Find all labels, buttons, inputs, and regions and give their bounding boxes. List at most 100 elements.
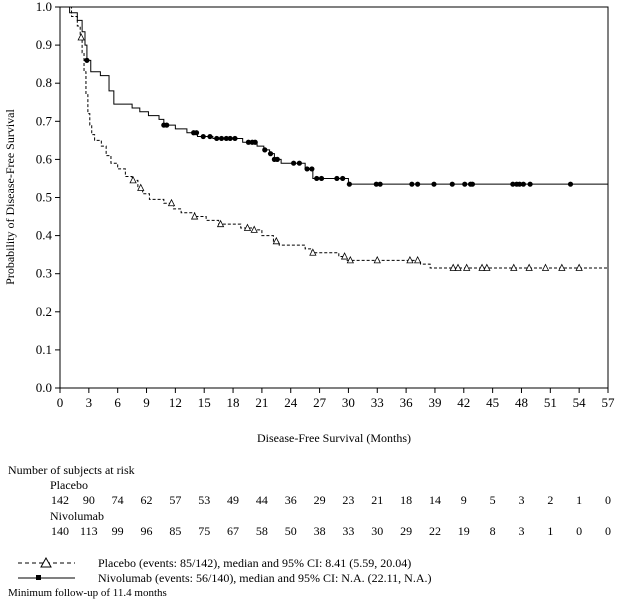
x-tick-label: 24 <box>284 395 298 410</box>
x-axis-title: Disease-Free Survival (Months) <box>257 431 411 445</box>
legend-placebo-label: Placebo (events: 85/142), median and 95%… <box>98 556 411 570</box>
placebo-censor-mark <box>190 212 199 220</box>
risk-count: 3 <box>518 493 524 507</box>
risk-count: 38 <box>314 524 326 538</box>
risk-count: 2 <box>547 493 553 507</box>
x-tick-label: 6 <box>114 395 121 410</box>
y-tick-label: 0.3 <box>36 266 52 281</box>
placebo-censor-mark <box>463 263 471 271</box>
nivolumab-censor-mark <box>346 181 352 187</box>
nivolumab-censor-mark <box>227 135 233 142</box>
risk-count: 22 <box>429 524 441 538</box>
y-tick-label: 0.9 <box>36 37 52 52</box>
nivolumab-censor-mark <box>462 181 468 187</box>
placebo-censor-mark <box>137 183 145 191</box>
y-tick-label: 0.0 <box>36 380 52 395</box>
risk-count: 19 <box>458 524 470 538</box>
legend: Placebo (events: 85/142), median and 95%… <box>18 556 432 585</box>
risk-count: 14 <box>429 493 441 507</box>
placebo-censor-mark <box>483 263 491 271</box>
risk-count: 113 <box>80 524 98 538</box>
nivolumab-censor-mark <box>469 181 476 187</box>
risk-count: 44 <box>256 493 268 507</box>
nivolumab-censor-mark <box>334 175 340 182</box>
nivolumab-censor-mark <box>291 160 297 166</box>
placebo-censor-mark <box>167 198 176 207</box>
risk-table-title: Number of subjects at risk <box>8 463 135 477</box>
nivolumab-censor-mark <box>262 147 268 153</box>
nivolumab-censor-mark <box>223 135 229 142</box>
risk-count: 96 <box>141 524 153 538</box>
risk-count: 99 <box>112 524 124 538</box>
nivolumab-censor-mark <box>274 156 280 162</box>
risk-count: 0 <box>605 493 611 507</box>
risk-count: 29 <box>314 493 326 507</box>
placebo-censor-mark <box>558 263 566 271</box>
placebo-censor-mark <box>373 255 381 264</box>
risk-count: 140 <box>51 524 69 538</box>
x-tick-label: 12 <box>169 395 182 410</box>
placebo-censor-mark <box>129 175 137 184</box>
placebo-censor-mark <box>340 252 349 260</box>
nivolumab-censor-mark <box>193 130 200 136</box>
footnote: Minimum follow-up of 11.4 months <box>8 587 167 599</box>
y-tick-label: 0.5 <box>36 190 52 205</box>
x-tick-label: 27 <box>313 395 327 410</box>
nivolumab-censor-mark <box>409 181 415 187</box>
nivolumab-censor-mark <box>164 122 170 128</box>
risk-count: 1 <box>576 493 582 507</box>
risk-count: 8 <box>490 524 496 538</box>
placebo-censor-mark <box>77 33 85 41</box>
x-tick-label: 39 <box>428 395 441 410</box>
placebo-censor-mark <box>525 263 533 271</box>
nivolumab-censor-mark <box>252 139 258 145</box>
placebo-censor-mark <box>272 236 280 245</box>
placebo-censor-mark <box>250 225 258 233</box>
nivolumab-censor-mark <box>304 166 310 172</box>
nivolumab-censor-mark <box>449 181 455 187</box>
risk-group-nivolumab-label: Nivolumab <box>50 509 104 523</box>
risk-count: 33 <box>342 524 354 538</box>
risk-count: 67 <box>227 524 239 538</box>
risk-count: 74 <box>112 493 124 507</box>
nivolumab-censor-mark <box>200 133 206 140</box>
nivolumab-censor-mark <box>318 175 325 182</box>
y-tick-label: 0.6 <box>36 151 53 166</box>
risk-row-placebo: 142 90 74 62 57 53 49 44 36 29 23 21 18 14 9 5 3 2 1 0 <box>51 493 611 507</box>
nivolumab-censor-mark <box>527 181 533 187</box>
risk-count: 0 <box>605 524 611 538</box>
x-tick-label: 15 <box>198 395 211 410</box>
risk-count: 50 <box>285 524 297 538</box>
x-tick-label: 45 <box>486 395 499 410</box>
risk-count: 23 <box>342 493 354 507</box>
y-tick-label: 0.2 <box>36 304 52 319</box>
nivolumab-step-line <box>60 6 608 185</box>
nivolumab-censor-mark <box>309 166 315 172</box>
y-tick-label: 0.4 <box>36 228 53 243</box>
risk-count: 18 <box>400 493 412 507</box>
nivolumab-censor-mark <box>232 135 238 142</box>
placebo-censor-mark <box>575 263 583 271</box>
risk-count: 3 <box>518 524 524 538</box>
risk-count: 85 <box>169 524 181 538</box>
placebo-curve <box>60 6 608 271</box>
x-tick-label: 18 <box>227 395 240 410</box>
legend-placebo-swatch <box>18 556 75 568</box>
x-tick-label: 9 <box>143 395 150 410</box>
placebo-censor-mark <box>413 255 422 264</box>
legend-nivolumab-label: Nivolumab (events: 56/140), median and 9… <box>98 571 432 585</box>
risk-count: 1 <box>547 524 553 538</box>
nivolumab-curve <box>60 6 608 187</box>
nivolumab-censor-mark <box>296 160 302 166</box>
risk-count: 57 <box>169 493 181 507</box>
x-tick-label: 51 <box>544 395 557 410</box>
risk-count: 30 <box>371 524 383 538</box>
risk-count: 75 <box>198 524 210 538</box>
risk-count: 9 <box>461 493 467 507</box>
nivolumab-censor-mark <box>340 175 346 182</box>
placebo-censor-mark <box>243 223 252 231</box>
nivolumab-censor-mark <box>214 135 220 142</box>
placebo-censor-mark <box>406 255 414 264</box>
placebo-censor-mark <box>309 248 317 256</box>
